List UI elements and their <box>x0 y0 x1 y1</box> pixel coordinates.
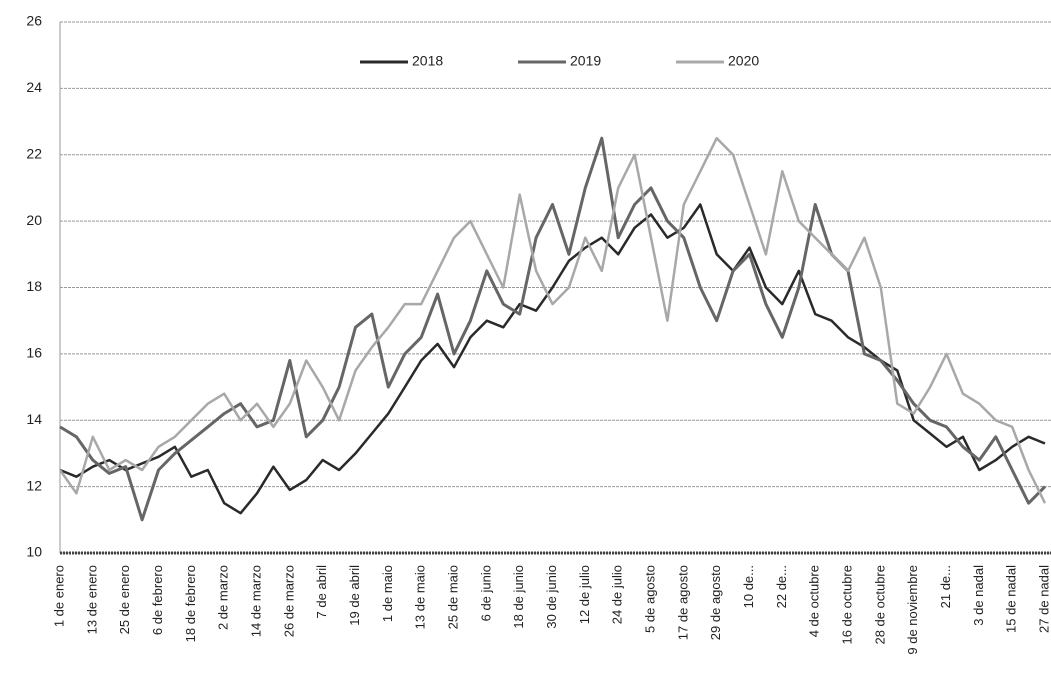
x-tick-label: 26 de marzo <box>281 565 296 637</box>
x-tick-label: 18 de febrero <box>183 565 198 642</box>
series-line <box>59 136 1047 522</box>
x-tick-label: 16 de octubre <box>839 565 854 645</box>
x-tick-label: 6 de junio <box>478 565 493 621</box>
series-line <box>59 203 1046 515</box>
x-tick-label: 13 de enero <box>84 565 99 634</box>
x-tick-label: 12 de julio <box>577 565 592 624</box>
legend-label: 2018 <box>412 53 443 69</box>
y-tick-label: 18 <box>26 278 42 294</box>
series-line <box>58 136 1047 504</box>
y-tick-label: 14 <box>26 411 42 427</box>
x-tick-label: 25 de enero <box>117 565 132 634</box>
x-tick-label: 17 de agosto <box>675 565 690 640</box>
x-tick-label: 10 de... <box>741 565 756 608</box>
x-tick-label: 21 de... <box>938 565 953 608</box>
x-tick-label: 3 de nadal <box>971 565 986 626</box>
x-tick-label: 2 de marzo <box>216 565 231 630</box>
x-tick-label: 18 de junio <box>511 565 526 629</box>
x-tick-label: 7 de abril <box>314 565 329 619</box>
x-tick-label: 27 de nadal <box>1036 565 1051 633</box>
x-tick-label: 29 de agosto <box>708 565 723 640</box>
x-tick-label: 28 de octubre <box>872 565 887 645</box>
y-tick-label: 12 <box>26 477 42 493</box>
x-tick-label: 6 de febrero <box>150 565 165 635</box>
y-tick-label: 26 <box>26 13 42 29</box>
x-tick-label: 14 de marzo <box>248 565 263 637</box>
legend-label: 2020 <box>728 53 759 69</box>
x-tick-label: 25 de maio <box>445 565 460 629</box>
x-tick-label: 1 de maio <box>380 565 395 622</box>
y-tick-label: 10 <box>26 544 42 560</box>
x-tick-label: 19 de abril <box>347 565 362 626</box>
y-tick-label: 16 <box>26 345 42 361</box>
x-tick-label: 9 de noviembre <box>905 565 920 655</box>
x-tick-label: 24 de julio <box>610 565 625 624</box>
x-tick-label: 5 de agosto <box>642 565 657 633</box>
x-tick-label: 1 de enero <box>51 565 66 627</box>
x-tick-label: 30 de junio <box>544 565 559 629</box>
y-tick-label: 24 <box>26 79 42 95</box>
x-tick-label: 15 de nadal <box>1004 565 1019 633</box>
x-tick-label: 22 de... <box>774 565 789 608</box>
x-tick-label: 4 de octubre <box>807 565 822 637</box>
legend-label: 2019 <box>570 53 601 69</box>
y-tick-label: 22 <box>26 145 42 161</box>
x-tick-label: 13 de maio <box>413 565 428 629</box>
y-tick-label: 20 <box>26 212 42 228</box>
